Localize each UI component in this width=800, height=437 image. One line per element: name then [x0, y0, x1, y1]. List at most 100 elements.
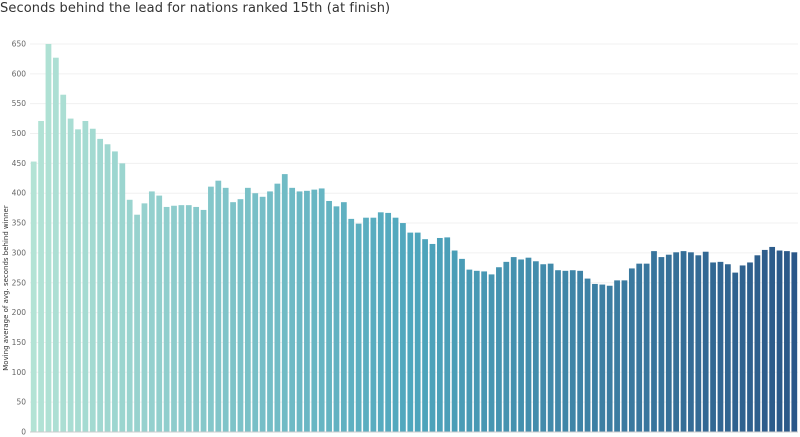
bar: [459, 258, 465, 432]
bar: [171, 205, 177, 432]
bar: [791, 252, 798, 432]
bar: [348, 218, 355, 432]
bar: [555, 270, 561, 432]
bar: [510, 257, 517, 432]
y-tick-label: 400: [12, 189, 27, 198]
bar: [104, 144, 111, 432]
bar: [592, 283, 598, 432]
bar: [525, 257, 532, 432]
bar: [784, 251, 790, 432]
y-tick-label: 600: [12, 69, 27, 78]
bar: [599, 284, 606, 432]
bar: [363, 217, 369, 432]
bar: [333, 206, 340, 432]
y-tick-label: 450: [12, 159, 27, 168]
bar: [45, 43, 52, 432]
bar: [230, 202, 236, 432]
bar: [688, 252, 694, 432]
y-tick-label: 100: [12, 368, 27, 377]
bar: [296, 191, 303, 432]
bar: [547, 263, 554, 432]
bar: [200, 209, 207, 432]
bar: [385, 212, 392, 432]
bar: [326, 200, 332, 432]
bar: [89, 128, 96, 433]
bar: [496, 267, 502, 432]
bar: [289, 187, 296, 432]
bar: [82, 120, 89, 432]
bar: [267, 191, 273, 432]
bar: [38, 120, 44, 432]
bar: [52, 57, 59, 432]
y-tick-label: 0: [21, 428, 26, 437]
bar: [311, 189, 318, 432]
bar: [776, 250, 783, 432]
bar: [244, 187, 251, 432]
bar: [281, 174, 288, 433]
y-tick-label: 200: [12, 308, 27, 317]
bar: [134, 214, 140, 432]
bar: [400, 223, 406, 432]
bar: [193, 206, 200, 432]
bar: [119, 163, 126, 433]
bar: [562, 270, 569, 432]
bar: [695, 255, 702, 432]
bar: [318, 188, 325, 432]
bar: [67, 118, 74, 432]
bar: [436, 237, 443, 432]
bar: [392, 217, 399, 432]
bar: [577, 270, 584, 432]
bar: [628, 268, 635, 432]
bar: [75, 129, 81, 432]
bar: [584, 278, 591, 432]
bar: [702, 251, 709, 432]
bar: [112, 151, 118, 433]
bar: [215, 180, 222, 432]
bar: [680, 251, 687, 432]
y-tick-label: 300: [12, 248, 27, 257]
y-tick-label: 650: [12, 39, 27, 48]
bar: [466, 269, 473, 432]
bar: [156, 195, 163, 432]
bar: [422, 239, 428, 432]
bar: [761, 249, 768, 432]
bar: [473, 270, 480, 432]
y-tick-label: 250: [12, 278, 27, 287]
bar: [739, 265, 746, 432]
bar: [488, 274, 495, 432]
bar: [481, 271, 488, 432]
bar: [636, 263, 643, 432]
bar: [503, 261, 510, 432]
bar: [407, 232, 414, 432]
chart-title: Seconds behind the lead for nations rank…: [0, 1, 391, 16]
bar: [658, 257, 665, 432]
bar: [237, 199, 244, 432]
bar: [532, 261, 539, 432]
bar: [444, 237, 451, 432]
bar: [429, 243, 436, 432]
bar: [754, 255, 761, 432]
bar: [370, 217, 377, 432]
bar: [540, 264, 547, 432]
bar: [673, 252, 680, 432]
bar: [178, 205, 185, 432]
bar: [259, 196, 266, 432]
bar: [643, 263, 650, 432]
bar: [732, 272, 739, 432]
y-tick-label: 50: [16, 398, 26, 407]
bar: [148, 191, 155, 432]
bar: [185, 205, 192, 432]
bar: [274, 183, 281, 432]
bar: [208, 186, 214, 432]
bar: [377, 212, 384, 432]
bar: [340, 202, 347, 432]
bar: [30, 161, 37, 432]
bar: [451, 250, 458, 432]
bar: [141, 203, 148, 432]
bar: [710, 262, 716, 432]
bars: [30, 43, 798, 433]
bar: [414, 232, 421, 432]
y-tick-label: 150: [12, 338, 27, 347]
bar: [304, 190, 310, 432]
bar: [518, 259, 524, 432]
